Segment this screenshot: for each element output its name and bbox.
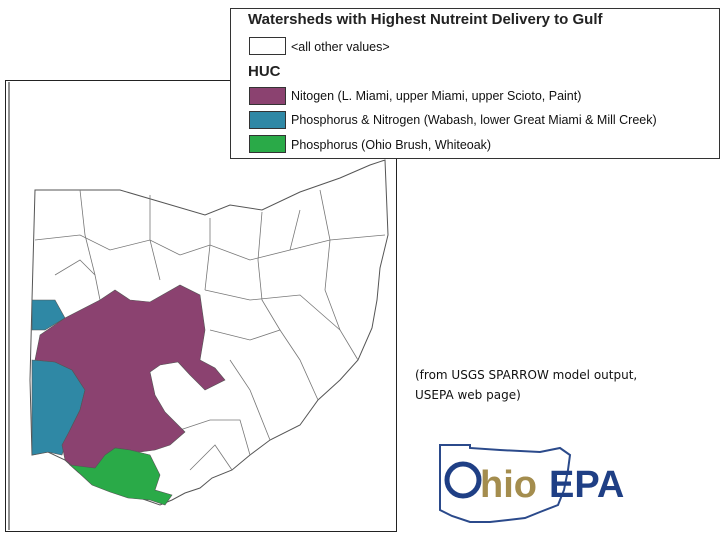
legend-title: Watersheds with Highest Nutreint Deliver… — [248, 11, 603, 28]
nitrogen-region — [34, 284, 226, 476]
logo-text-left: hio — [480, 464, 537, 506]
legend-label: <all other values> — [291, 40, 390, 54]
ohio-epa-logo: hio EPA — [439, 444, 624, 523]
legend-group-title: HUC — [248, 63, 281, 80]
legend-label: Phosphorus & Nitrogen (Wabash, lower Gre… — [291, 113, 657, 127]
legend-box — [230, 8, 720, 159]
caption-line: (from USGS SPARROW model output, — [415, 368, 637, 382]
legend-swatch — [249, 111, 286, 129]
logo-text-right: EPA — [549, 464, 624, 506]
phosphorus-nitrogen-region — [31, 299, 66, 331]
legend-label: Nitogen (L. Miami, upper Miami, upper Sc… — [291, 89, 581, 103]
watershed-boundaries — [34, 189, 386, 471]
phosphorus-region — [69, 447, 173, 506]
legend-swatch — [249, 87, 286, 105]
logo-o — [444, 461, 482, 499]
logo-outline — [439, 444, 572, 523]
caption-line: USEPA web page) — [415, 388, 521, 402]
legend-swatch — [249, 37, 286, 55]
legend-swatch — [249, 135, 286, 153]
legend-label: Phosphorus (Ohio Brush, Whiteoak) — [291, 138, 491, 152]
